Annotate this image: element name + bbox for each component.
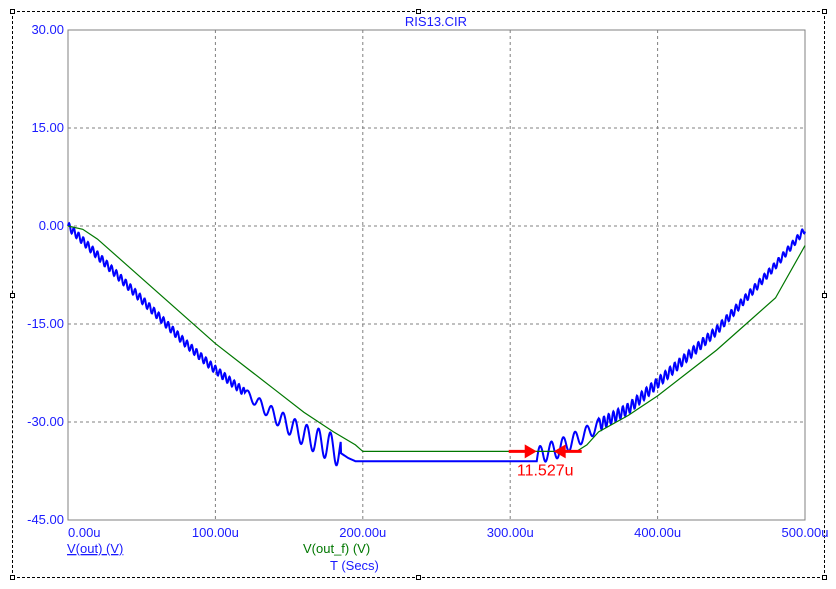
- plot-area: [67, 29, 806, 521]
- resize-handle-br[interactable]: [822, 575, 827, 580]
- x-axis-ticks: 0.00u 100.00u 200.00u 300.00u 400.00u 500.00u: [68, 525, 829, 540]
- x-tick-label: 400.00u: [634, 525, 681, 540]
- resize-handle-ml[interactable]: [10, 293, 15, 298]
- y-tick-label: 0.00: [39, 218, 64, 233]
- legend-v-out[interactable]: V(out) (V): [67, 541, 123, 556]
- resize-handle-tc[interactable]: [416, 9, 421, 14]
- chart-title: RIS13.CIR: [405, 14, 467, 29]
- resize-handle-tr[interactable]: [822, 9, 827, 14]
- x-tick-label: 0.00u: [68, 525, 101, 540]
- y-tick-label: -15.00: [27, 316, 64, 331]
- series-group: [67, 221, 806, 467]
- x-tick-label: 300.00u: [487, 525, 534, 540]
- annotation-label: 11.527u: [517, 462, 574, 479]
- x-tick-label: 500.00u: [782, 525, 829, 540]
- y-tick-label: -45.00: [27, 512, 64, 527]
- plot-frame[interactable]: [10, 9, 827, 580]
- annotation-arrow-left-head: [524, 444, 537, 459]
- x-tick-label: 200.00u: [339, 525, 386, 540]
- annotation-group: 11.527u: [508, 444, 582, 479]
- resize-handle-tl[interactable]: [10, 9, 15, 14]
- resize-handle-bc[interactable]: [416, 575, 421, 580]
- x-axis-label: T (Secs): [330, 558, 379, 573]
- y-tick-label: 30.00: [31, 22, 64, 37]
- grid-lines: [68, 30, 805, 520]
- y-tick-label: 15.00: [31, 120, 64, 135]
- resize-handle-bl[interactable]: [10, 575, 15, 580]
- series-line-1: [67, 225, 806, 452]
- resize-handle-mr[interactable]: [822, 293, 827, 298]
- y-axis-ticks: 30.00 15.00 0.00 -15.00 -30.00 -45.00: [27, 22, 64, 527]
- series-line-0: [67, 221, 806, 467]
- legend-v-out-f[interactable]: V(out_f) (V): [303, 541, 370, 556]
- annotation-arrow-right-head: [553, 444, 566, 459]
- y-tick-label: -30.00: [27, 414, 64, 429]
- x-tick-label: 100.00u: [192, 525, 239, 540]
